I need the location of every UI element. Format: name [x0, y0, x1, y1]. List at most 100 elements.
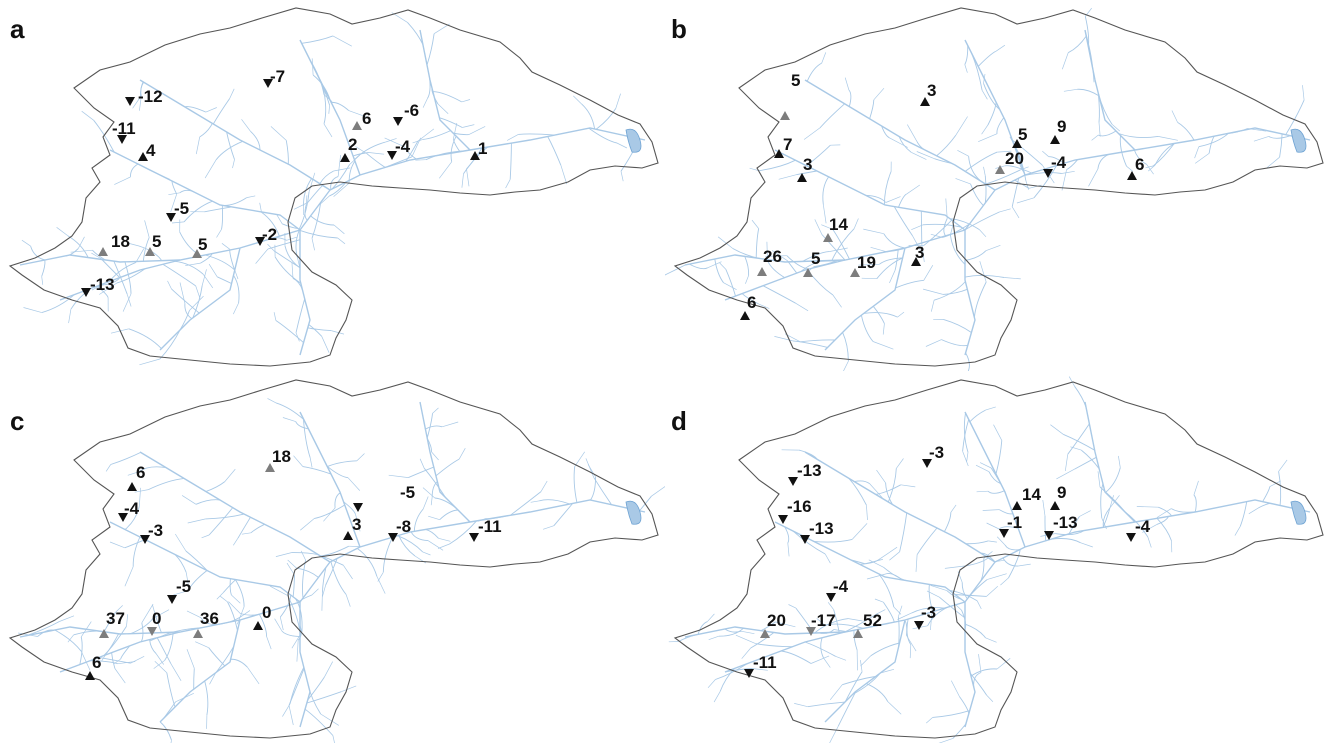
basin-map: [665, 7, 1324, 371]
station-marker-triangle-up-icon: [757, 267, 767, 276]
panel-letter: b: [671, 14, 687, 44]
panel-letter: a: [10, 14, 25, 44]
station-marker-triangle-up-icon: [911, 257, 921, 266]
station-value: 4: [146, 141, 156, 160]
station-value: 3: [915, 243, 925, 262]
station-marker-triangle-down-icon: [1044, 531, 1054, 540]
station-marker-triangle-up-icon: [823, 233, 833, 242]
station-marker-triangle-down-icon: [744, 669, 754, 678]
station-value: 14: [1022, 485, 1041, 504]
station-value: 37: [106, 609, 125, 628]
station-marker-triangle-down-icon: [118, 513, 128, 522]
station-marker-triangle-down-icon: [1126, 533, 1136, 542]
station-marker-triangle-up-icon: [780, 111, 790, 120]
panel-letter: d: [671, 406, 687, 436]
station-value: -7: [270, 67, 286, 86]
station-value: 5: [1018, 125, 1028, 144]
panel-letter: c: [10, 406, 25, 436]
station-marker-triangle-up-icon: [1050, 501, 1060, 510]
station-value: -12: [138, 87, 163, 106]
map-panel-d: d -13 -3 -16 -13 14 9 -1 -13 -4 -4 20 -17 52 -3 -11: [665, 372, 1330, 743]
station-marker-triangle-up-icon: [1050, 135, 1060, 144]
station-marker-triangle-down-icon: [117, 135, 127, 144]
river-network: [665, 7, 1311, 371]
station-value: 5: [811, 249, 821, 268]
station-value: 9: [1057, 483, 1067, 502]
station-value: -4: [1135, 517, 1151, 536]
station-value: 14: [829, 215, 848, 234]
basin-boundary: [8, 7, 659, 367]
station-value: -13: [1053, 513, 1078, 532]
river-network: [18, 398, 665, 743]
station-marker-triangle-down-icon: [800, 535, 810, 544]
station-marker-triangle-up-icon: [1012, 139, 1022, 148]
station-value: -1: [1007, 513, 1023, 532]
station-value: -3: [148, 521, 164, 540]
station-marker-triangle-down-icon: [914, 621, 924, 630]
station-value: 5: [198, 235, 208, 254]
station-value: 5: [791, 71, 801, 90]
station-value: -13: [797, 461, 822, 480]
station-value: 52: [863, 611, 882, 630]
station-value: 2: [348, 135, 358, 154]
map-panel-c: c 6 18 -4 -3 -5 3 -8 -11 -5 37 0 36 0 6: [0, 372, 665, 743]
station-marker-triangle-down-icon: [788, 477, 798, 486]
lake: [625, 500, 642, 525]
station-value: -3: [929, 443, 945, 462]
station-value: -13: [90, 275, 115, 294]
station-marker-triangle-up-icon: [145, 247, 155, 256]
station-marker-triangle-down-icon: [140, 535, 150, 544]
station-value: -13: [809, 519, 834, 538]
station-value: 0: [262, 603, 272, 622]
station-marker-triangle-up-icon: [1012, 501, 1022, 510]
station-marker-triangle-up-icon: [995, 165, 1005, 174]
station-value: 18: [272, 447, 291, 466]
station-value: 6: [747, 293, 757, 312]
station-value: 3: [803, 155, 813, 174]
station-value: -11: [112, 119, 136, 138]
station-marker-triangle-up-icon: [253, 621, 263, 630]
station-value: 9: [1057, 117, 1067, 136]
station-marker-triangle-down-icon: [388, 533, 398, 542]
station-marker-triangle-up-icon: [470, 151, 480, 160]
station-value: -5: [176, 577, 192, 596]
station-marker-triangle-up-icon: [192, 249, 202, 258]
station-value: -4: [833, 577, 849, 596]
station-marker-triangle-up-icon: [99, 629, 109, 638]
station-marker-triangle-up-icon: [127, 482, 137, 491]
station-value: -11: [753, 653, 777, 672]
station-marker-triangle-up-icon: [803, 268, 813, 277]
station-marker-triangle-up-icon: [920, 97, 930, 106]
station-value: 6: [92, 653, 102, 672]
station-value: -3: [921, 603, 937, 622]
station-marker-triangle-down-icon: [353, 503, 363, 512]
station-value: 18: [111, 232, 130, 251]
station-value: -11: [478, 517, 502, 536]
station-value: -4: [395, 137, 411, 156]
station-marker-triangle-up-icon: [352, 121, 362, 130]
station-marker-triangle-up-icon: [760, 629, 770, 638]
river-network: [19, 12, 646, 366]
station-marker-triangle-down-icon: [81, 288, 91, 297]
basin-map: [8, 7, 659, 367]
station-value: -6: [404, 101, 420, 120]
station-value: 5: [152, 232, 162, 251]
station-marker-triangle-down-icon: [393, 117, 403, 126]
station-marker-triangle-down-icon: [125, 97, 135, 106]
basin-boundary: [673, 7, 1324, 367]
station-marker-triangle-up-icon: [265, 463, 275, 472]
lake: [625, 128, 642, 153]
station-value: 3: [352, 515, 362, 534]
station-marker-triangle-down-icon: [255, 237, 265, 246]
station-value: 7: [783, 135, 793, 154]
station-value: -8: [396, 517, 412, 536]
station-value: -2: [262, 225, 278, 244]
station-marker-triangle-up-icon: [740, 311, 750, 320]
station-marker-triangle-up-icon: [343, 531, 353, 540]
station-value: -16: [787, 497, 812, 516]
map-panel-a: a -12 -7 -11 4 6 -6 2 -4 1 -5 18 5 5 -2 -13: [0, 0, 665, 371]
station-marker-triangle-down-icon: [922, 459, 932, 468]
basin-boundary: [673, 379, 1324, 739]
station-marker-triangle-down-icon: [147, 627, 157, 636]
station-marker-triangle-up-icon: [1127, 171, 1137, 180]
